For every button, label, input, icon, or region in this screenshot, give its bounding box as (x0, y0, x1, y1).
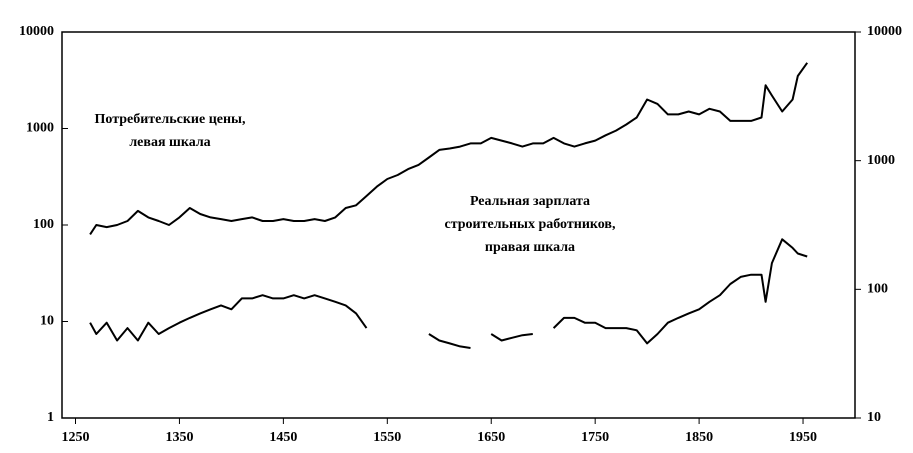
annotation: строительных работников, (445, 217, 616, 232)
series-line (89, 62, 809, 235)
x-tick-label: 1850 (685, 430, 713, 445)
x-tick-label: 1350 (165, 430, 193, 445)
y2-tick-label: 10 (867, 410, 881, 425)
annotation: Реальная зарплата (470, 194, 590, 209)
y-tick-label: 10 (40, 314, 54, 329)
y-tick-label: 100 (33, 217, 54, 232)
y-tick-label: 1 (47, 410, 54, 425)
y-tick-label: 10000 (19, 24, 54, 39)
x-tick-label: 1650 (477, 430, 505, 445)
annotation: левая шкала (129, 135, 210, 150)
annotation: правая шкала (485, 240, 575, 255)
y-tick-label: 1000 (26, 121, 54, 136)
x-tick-label: 1950 (789, 430, 817, 445)
x-tick-label: 1750 (581, 430, 609, 445)
series-line (89, 238, 808, 349)
x-tick-label: 1250 (62, 430, 90, 445)
x-tick-label: 1450 (269, 430, 297, 445)
y2-tick-label: 100 (867, 282, 888, 297)
y2-tick-label: 1000 (867, 153, 895, 168)
y2-tick-label: 10000 (867, 24, 902, 39)
x-tick-label: 1550 (373, 430, 401, 445)
annotation: Потребительские цены, (94, 112, 245, 127)
